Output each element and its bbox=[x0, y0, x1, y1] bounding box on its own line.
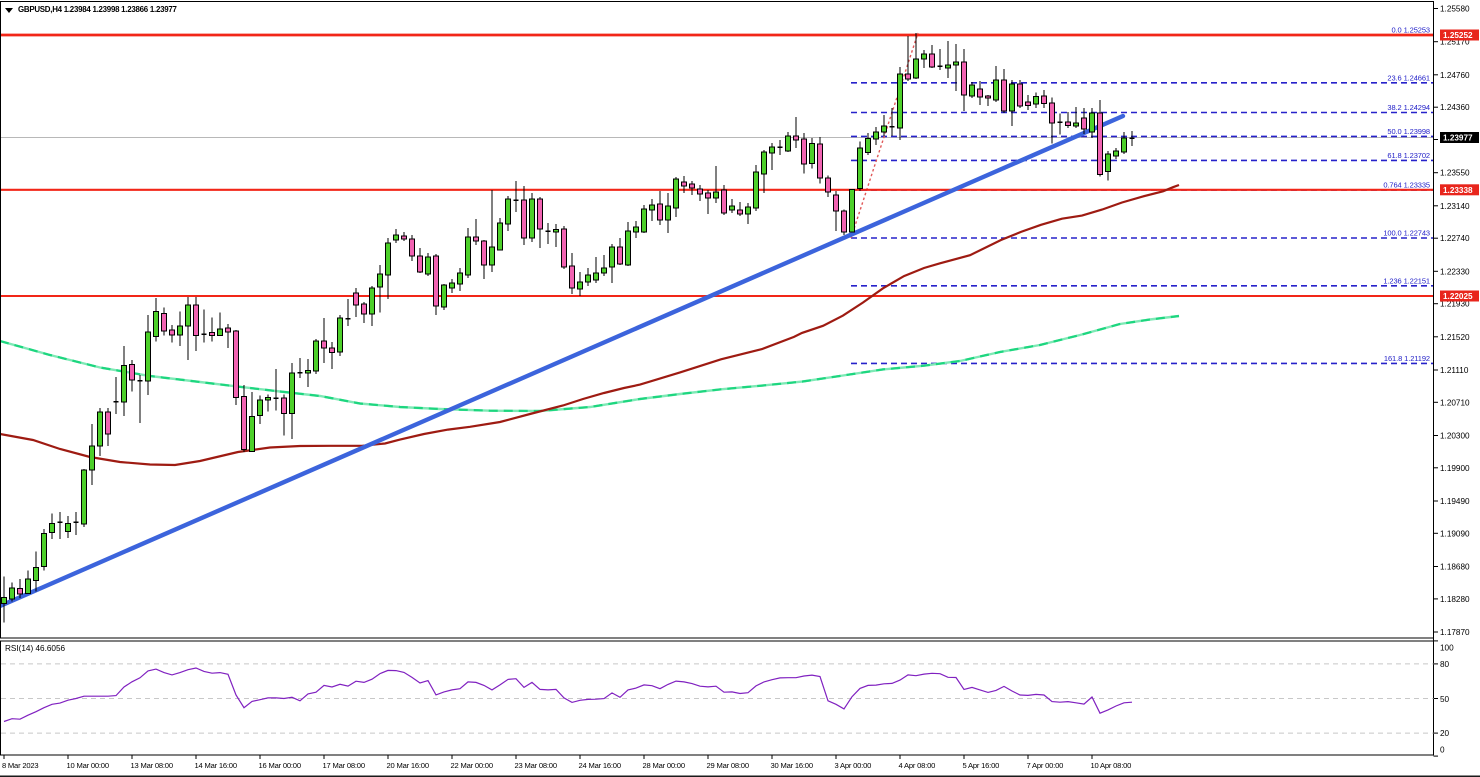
svg-text:1.21110: 1.21110 bbox=[1440, 366, 1469, 375]
svg-text:1.23140: 1.23140 bbox=[1440, 202, 1470, 211]
svg-text:1.25170: 1.25170 bbox=[1440, 38, 1470, 47]
svg-text:1.22740: 1.22740 bbox=[1440, 234, 1470, 243]
svg-text:23.6 1.24661: 23.6 1.24661 bbox=[1387, 73, 1430, 82]
svg-text:8 Mar 2023: 8 Mar 2023 bbox=[2, 761, 38, 770]
svg-text:14 Mar 16:00: 14 Mar 16:00 bbox=[195, 761, 237, 770]
svg-text:1.22330: 1.22330 bbox=[1440, 267, 1470, 276]
svg-text:1.21930: 1.21930 bbox=[1440, 300, 1470, 309]
svg-text:161.8 1.21192: 161.8 1.21192 bbox=[1384, 354, 1430, 363]
svg-text:1.25252: 1.25252 bbox=[1443, 31, 1473, 40]
svg-text:20 Mar 16:00: 20 Mar 16:00 bbox=[387, 761, 429, 770]
svg-text:1.17870: 1.17870 bbox=[1440, 628, 1470, 637]
svg-text:1.20300: 1.20300 bbox=[1440, 432, 1470, 441]
svg-text:1.19900: 1.19900 bbox=[1440, 464, 1470, 473]
svg-text:3 Apr 00:00: 3 Apr 00:00 bbox=[835, 761, 872, 770]
svg-text:5 Apr 16:00: 5 Apr 16:00 bbox=[963, 761, 1000, 770]
svg-text:RSI(14) 46.6056: RSI(14) 46.6056 bbox=[5, 644, 66, 653]
svg-text:23 Mar 08:00: 23 Mar 08:00 bbox=[515, 761, 557, 770]
svg-text:GBPUSD,H4 1.23984 1.23998 1.2: GBPUSD,H4 1.23984 1.23998 1.23866 1.2397… bbox=[18, 5, 178, 14]
svg-text:24 Mar 16:00: 24 Mar 16:00 bbox=[579, 761, 621, 770]
svg-text:1.23550: 1.23550 bbox=[1440, 169, 1470, 178]
svg-text:1.20710: 1.20710 bbox=[1440, 398, 1470, 407]
svg-text:1.18680: 1.18680 bbox=[1440, 563, 1470, 572]
svg-text:61.8 1.23702: 61.8 1.23702 bbox=[1387, 151, 1430, 160]
svg-text:1.19490: 1.19490 bbox=[1440, 497, 1470, 506]
svg-text:1.19090: 1.19090 bbox=[1440, 529, 1470, 538]
svg-text:1.23338: 1.23338 bbox=[1443, 186, 1473, 195]
svg-text:1.24360: 1.24360 bbox=[1440, 103, 1470, 112]
svg-text:28 Mar 00:00: 28 Mar 00:00 bbox=[643, 761, 685, 770]
svg-text:1.18280: 1.18280 bbox=[1440, 595, 1470, 604]
svg-text:1.21520: 1.21520 bbox=[1440, 333, 1470, 342]
svg-text:0.0 1.25253: 0.0 1.25253 bbox=[1391, 25, 1430, 34]
svg-text:1.23977: 1.23977 bbox=[1443, 134, 1473, 143]
svg-text:10 Apr 08:00: 10 Apr 08:00 bbox=[1091, 761, 1132, 770]
svg-text:50.0 1.23998: 50.0 1.23998 bbox=[1387, 127, 1430, 136]
svg-text:1.24760: 1.24760 bbox=[1440, 71, 1470, 80]
svg-text:100.0 1.22743: 100.0 1.22743 bbox=[1383, 229, 1430, 238]
svg-text:22 Mar 00:00: 22 Mar 00:00 bbox=[451, 761, 493, 770]
svg-text:17 Mar 08:00: 17 Mar 08:00 bbox=[323, 761, 365, 770]
svg-text:13 Mar 08:00: 13 Mar 08:00 bbox=[131, 761, 173, 770]
svg-text:30 Mar 16:00: 30 Mar 16:00 bbox=[771, 761, 813, 770]
svg-text:38.2 1.24294: 38.2 1.24294 bbox=[1387, 103, 1430, 112]
svg-text:80: 80 bbox=[1440, 660, 1450, 669]
svg-text:1.22025: 1.22025 bbox=[1443, 292, 1473, 301]
svg-text:4 Apr 08:00: 4 Apr 08:00 bbox=[899, 761, 936, 770]
svg-text:100: 100 bbox=[1440, 643, 1454, 652]
svg-text:10 Mar 00:00: 10 Mar 00:00 bbox=[67, 761, 109, 770]
svg-text:50: 50 bbox=[1440, 695, 1450, 704]
svg-text:16 Mar 00:00: 16 Mar 00:00 bbox=[259, 761, 301, 770]
svg-text:0: 0 bbox=[1440, 745, 1445, 754]
svg-text:1.236 1.22151: 1.236 1.22151 bbox=[1383, 276, 1430, 285]
svg-text:29 Mar 08:00: 29 Mar 08:00 bbox=[707, 761, 749, 770]
svg-text:1.25580: 1.25580 bbox=[1440, 5, 1470, 14]
svg-text:0.764 1.23335: 0.764 1.23335 bbox=[1383, 181, 1430, 190]
svg-text:20: 20 bbox=[1440, 729, 1450, 738]
svg-text:7 Apr 00:00: 7 Apr 00:00 bbox=[1027, 761, 1064, 770]
